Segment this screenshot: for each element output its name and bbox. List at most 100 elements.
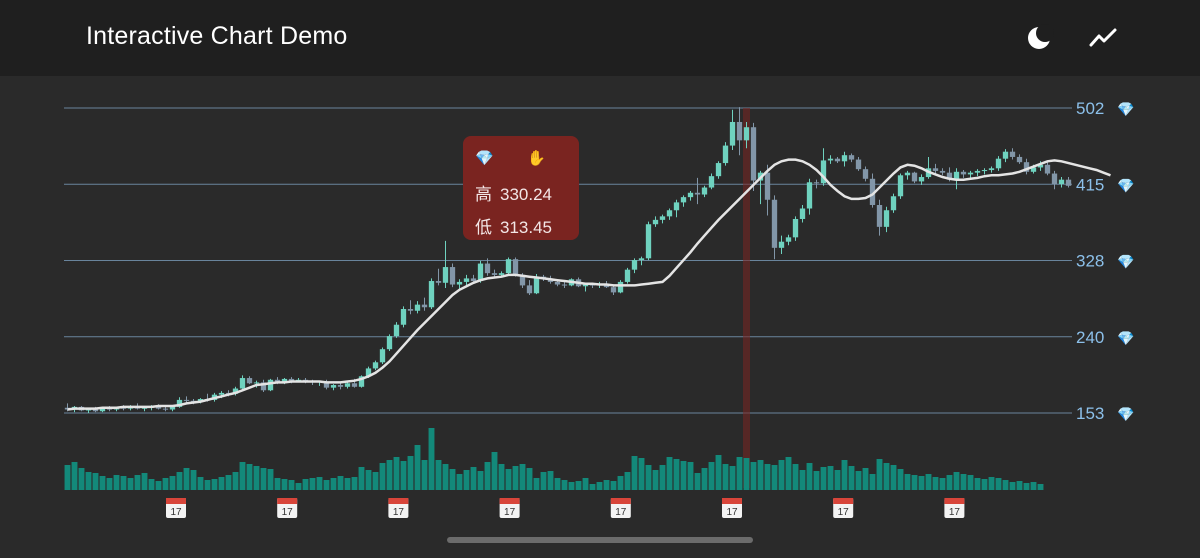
candle-body	[393, 324, 400, 337]
candle-body	[505, 259, 512, 274]
tooltip-low-value: 313.45	[500, 218, 552, 237]
volume-bar	[988, 477, 995, 490]
volume-bar	[1002, 480, 1009, 490]
candle-body	[379, 349, 386, 363]
candle-body	[1065, 179, 1072, 186]
tooltip-low-row: 低 313.45	[475, 213, 552, 238]
volume-bar	[470, 467, 477, 490]
volume-bar	[806, 463, 813, 490]
candle-body	[365, 368, 372, 377]
gem-icon: 💎	[1117, 406, 1134, 422]
volume-bar	[953, 472, 960, 490]
home-indicator[interactable]	[447, 537, 753, 543]
date-label: 17	[504, 507, 516, 518]
chart-area[interactable]: 502 💎 415 💎 328 💎 240 💎 153 💎 17 17 17 17 17 17 17 17	[0, 76, 1200, 554]
gem-icon: 💎	[1117, 254, 1134, 270]
candle-body	[750, 127, 757, 181]
candle-body	[470, 278, 477, 282]
date-label: 17	[393, 507, 405, 518]
volume-bar	[351, 477, 358, 490]
candle-body	[855, 159, 862, 170]
volume-bar	[750, 462, 757, 490]
y-axis-labels: 502 💎 415 💎 328 💎 240 💎 153 💎	[1076, 99, 1134, 423]
candle-body	[176, 399, 183, 407]
candle-body	[407, 309, 414, 311]
date-label: 17	[838, 507, 850, 518]
volume-bar	[736, 457, 743, 490]
volume-bar	[785, 457, 792, 490]
volume-bar	[113, 475, 120, 490]
candle-body	[246, 378, 253, 384]
candle-body	[155, 406, 162, 409]
volume-bar	[547, 471, 554, 490]
candle-body	[512, 259, 519, 275]
gem-icon: 💎	[475, 150, 494, 167]
candlestick-chart[interactable]: 502 💎 415 💎 328 💎 240 💎 153 💎 17 17 17 17 17 17 17 17	[0, 76, 1200, 554]
candle-body	[218, 392, 225, 395]
volume-bar	[1016, 481, 1023, 490]
volume-bar	[995, 478, 1002, 490]
moving-average-line	[67, 158, 1111, 411]
volume-bar	[218, 477, 225, 490]
volume-bar	[281, 479, 288, 490]
candle-body	[701, 187, 708, 195]
candle-body	[722, 145, 729, 164]
tooltip-high-value: 330.24	[500, 185, 552, 204]
candle-body	[484, 263, 491, 274]
gem-icon: 💎	[1117, 177, 1134, 193]
volume-bar	[904, 474, 911, 490]
candle-body	[834, 158, 841, 162]
calendar-icon: 17	[944, 498, 965, 518]
volume-bar	[435, 460, 442, 490]
calendar-icon: 17	[833, 498, 854, 518]
candle-body	[911, 172, 918, 182]
candle-body	[456, 281, 463, 285]
volume-bar	[596, 482, 603, 490]
candle-body	[631, 260, 638, 270]
volume-bar	[848, 466, 855, 490]
candle-body	[533, 276, 540, 294]
candle-body	[708, 176, 715, 188]
volume-bar	[302, 479, 309, 490]
candle-body	[736, 121, 743, 141]
volume-bar	[960, 474, 967, 490]
volume-bar	[638, 458, 645, 490]
candle-body	[351, 383, 358, 387]
calendar-icon: 17	[610, 498, 631, 518]
candle-body	[687, 192, 694, 198]
volume-bar	[645, 465, 652, 490]
calendar-header	[277, 498, 298, 504]
volume-bar	[400, 461, 407, 490]
candle-body	[764, 172, 771, 200]
y-tick-label: 240	[1076, 328, 1104, 347]
volume-bar	[561, 480, 568, 490]
volume-bar	[757, 460, 764, 490]
candle-body	[232, 388, 239, 394]
volume-bar	[491, 452, 498, 490]
volume-bar	[442, 464, 449, 490]
moon-icon[interactable]	[1023, 22, 1055, 54]
volume-bar	[183, 468, 190, 490]
candle-body	[876, 205, 883, 227]
volume-bar	[834, 470, 841, 490]
volume-bar	[526, 468, 533, 490]
volume-bar	[505, 469, 512, 490]
volume-bar	[288, 480, 295, 490]
candle-body	[288, 378, 295, 381]
volume-bar	[582, 478, 589, 490]
candle-body	[862, 169, 869, 179]
volume-bar	[820, 467, 827, 490]
volume-bar	[981, 479, 988, 490]
volume-bar	[1009, 482, 1016, 490]
trend-line-icon[interactable]	[1087, 22, 1119, 54]
volume-bar	[512, 466, 519, 490]
volume-bar	[372, 472, 379, 490]
volume-bar	[855, 471, 862, 490]
volume-bar	[211, 479, 218, 490]
volume-bar	[540, 472, 547, 490]
volume-bar	[729, 466, 736, 490]
candle-body	[85, 409, 92, 411]
x-axis-labels: 17 17 17 17 17 17 17 17	[166, 498, 965, 518]
candle-body	[946, 172, 953, 180]
candle-body	[421, 304, 428, 308]
